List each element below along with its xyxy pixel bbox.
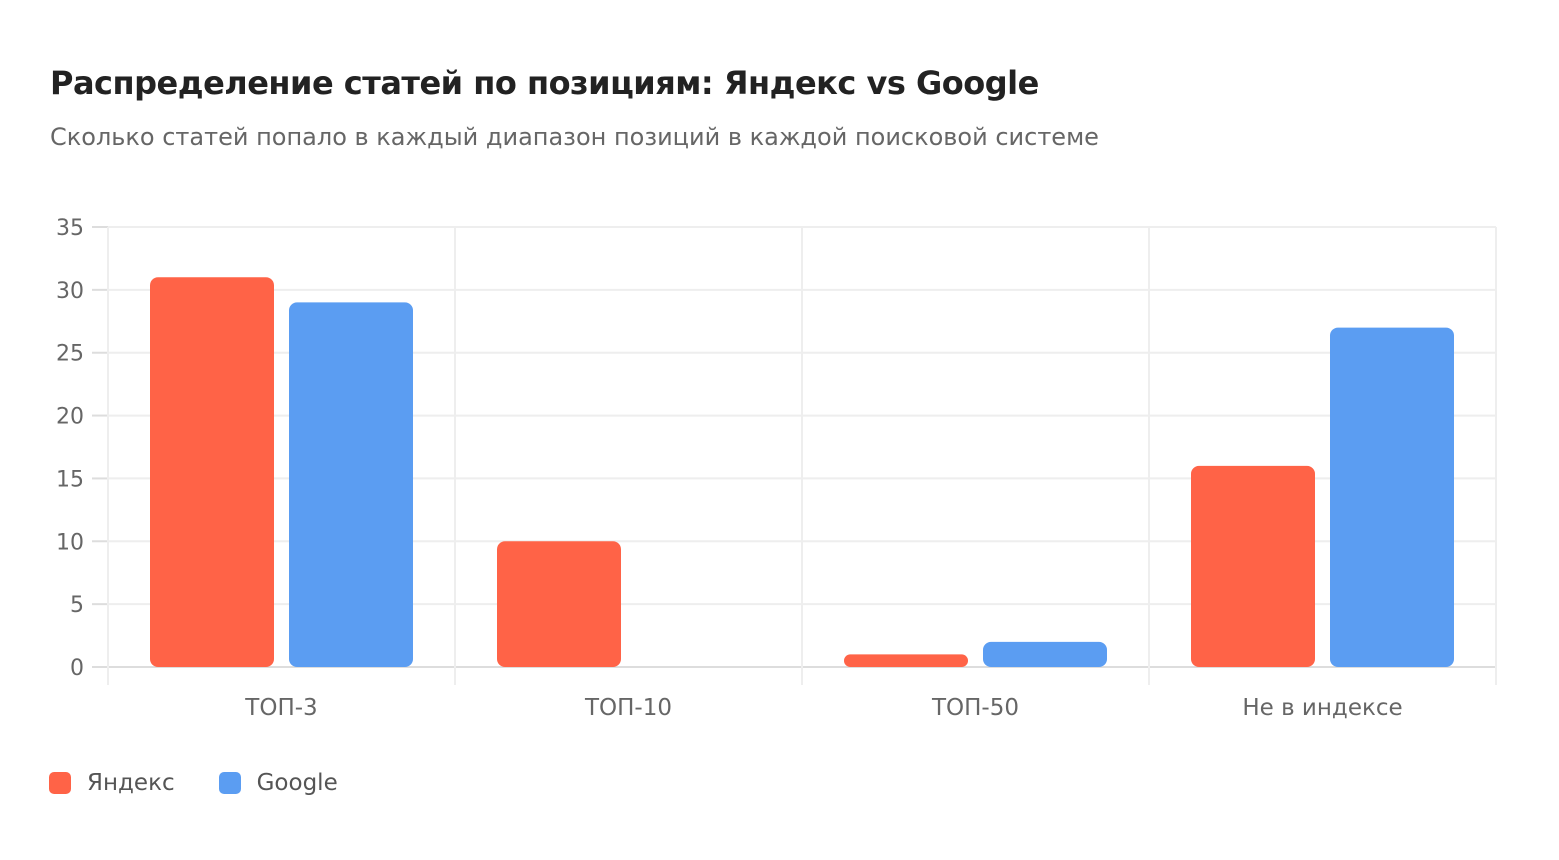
legend: Яндекс Google	[49, 770, 338, 796]
legend-item-yandex[interactable]: Яндекс	[49, 770, 175, 796]
x-tick-label: ТОП-10	[584, 695, 672, 721]
x-tick-label: Не в индексе	[1242, 695, 1402, 721]
y-tick-label: 10	[56, 530, 84, 555]
x-tick-label: ТОП-3	[244, 695, 317, 721]
bar-Яндекс-ТОП-10	[497, 541, 621, 667]
bar-Google-Не в индексе	[1330, 327, 1454, 667]
chart-subtitle: Сколько статей попало в каждый диапазон …	[50, 123, 1099, 151]
legend-swatch	[49, 772, 71, 794]
chart-title: Распределение статей по позициям: Яндекс…	[50, 64, 1039, 102]
y-tick-label: 20	[56, 405, 84, 430]
bar-Яндекс-Не в индексе	[1191, 465, 1315, 667]
bar-Яндекс-ТОП-50	[844, 654, 968, 667]
y-tick-label: 0	[70, 656, 84, 681]
y-tick-label: 5	[70, 593, 84, 618]
y-tick-label: 25	[56, 342, 84, 367]
bar-Google-ТОП-50	[983, 641, 1107, 667]
bar-Яндекс-ТОП-3	[150, 277, 274, 667]
legend-item-google[interactable]: Google	[218, 770, 338, 796]
y-tick-label: 30	[56, 279, 84, 304]
y-tick-label: 35	[56, 216, 84, 241]
x-tick-label: ТОП-50	[931, 695, 1019, 721]
legend-label: Google	[256, 770, 338, 796]
y-tick-label: 15	[56, 467, 84, 492]
legend-label: Яндекс	[87, 770, 175, 796]
legend-swatch	[218, 772, 241, 794]
bar-Google-ТОП-3	[289, 302, 413, 667]
